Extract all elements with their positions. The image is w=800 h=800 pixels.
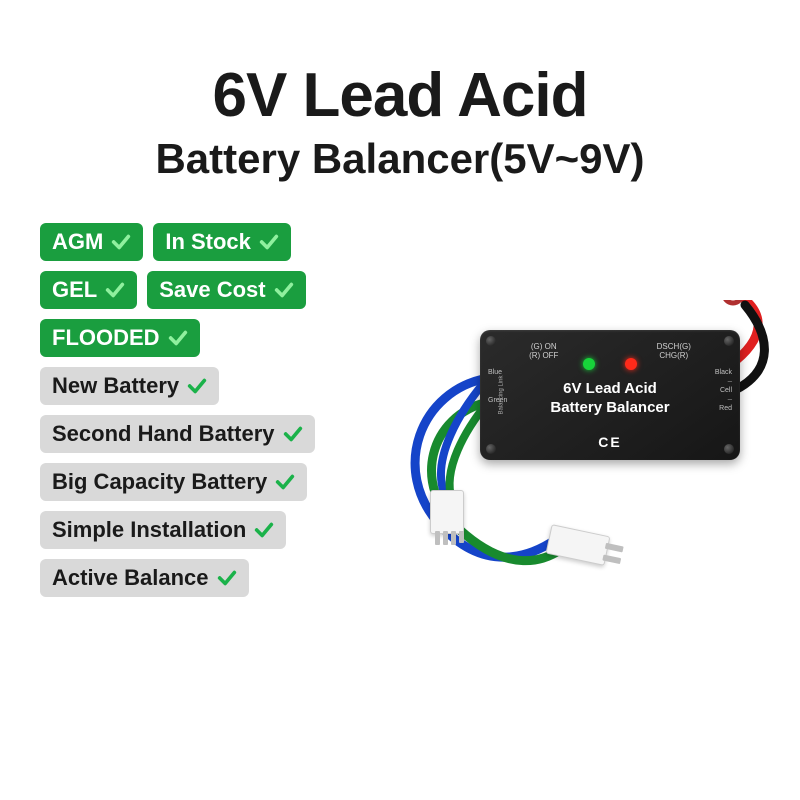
badge-label: Active Balance — [52, 565, 209, 591]
check-icon — [273, 470, 297, 494]
led-red — [625, 358, 637, 370]
badge-gray: Big Capacity Battery — [40, 463, 307, 501]
title-block: 6V Lead Acid Battery Balancer(5V~9V) — [0, 0, 800, 183]
check-icon — [166, 326, 190, 350]
check-icon — [185, 374, 209, 398]
check-icon — [103, 278, 127, 302]
badge-green: GEL — [40, 271, 137, 309]
device-title: 6V Lead Acid Battery Balancer — [480, 380, 740, 418]
device-title-line2: Battery Balancer — [480, 399, 740, 418]
connector-small — [430, 490, 464, 534]
check-icon — [215, 566, 239, 590]
badge-gray: New Battery — [40, 367, 219, 405]
device-body: (G) ON (R) OFF DSCH(G) CHG(R) 6V Lead Ac… — [480, 330, 740, 460]
device-title-line1: 6V Lead Acid — [480, 380, 740, 399]
badge-gray: Simple Installation — [40, 511, 286, 549]
led-green — [583, 358, 595, 370]
title-subtitle: Battery Balancer(5V~9V) — [0, 135, 800, 183]
badge-green: In Stock — [153, 223, 291, 261]
badge-green: Save Cost — [147, 271, 305, 309]
badge-green: FLOODED — [40, 319, 200, 357]
badge-label: Big Capacity Battery — [52, 469, 267, 495]
ce-mark: CE — [480, 434, 740, 450]
badge-label: Simple Installation — [52, 517, 246, 543]
check-icon — [109, 230, 133, 254]
title-main: 6V Lead Acid — [0, 60, 800, 131]
badge-green: AGM — [40, 223, 143, 261]
badge-label: FLOODED — [52, 325, 160, 351]
badge-label: AGM — [52, 229, 103, 255]
badge-label: Second Hand Battery — [52, 421, 275, 447]
badge-label: GEL — [52, 277, 97, 303]
badge-label: New Battery — [52, 373, 179, 399]
badge-gray: Second Hand Battery — [40, 415, 315, 453]
badge-gray: Active Balance — [40, 559, 249, 597]
feature-badges: AGM In Stock GEL Save Cost FLOODED New B… — [40, 223, 315, 597]
badge-label: In Stock — [165, 229, 251, 255]
check-icon — [252, 518, 276, 542]
check-icon — [281, 422, 305, 446]
badge-label: Save Cost — [159, 277, 265, 303]
check-icon — [257, 230, 281, 254]
device-left-vertical: Balancing Link — [499, 375, 505, 414]
device-right-labels: Black ─ Cell ─ Red — [715, 368, 732, 414]
check-icon — [272, 278, 296, 302]
product-illustration: (G) ON (R) OFF DSCH(G) CHG(R) 6V Lead Ac… — [370, 300, 770, 600]
